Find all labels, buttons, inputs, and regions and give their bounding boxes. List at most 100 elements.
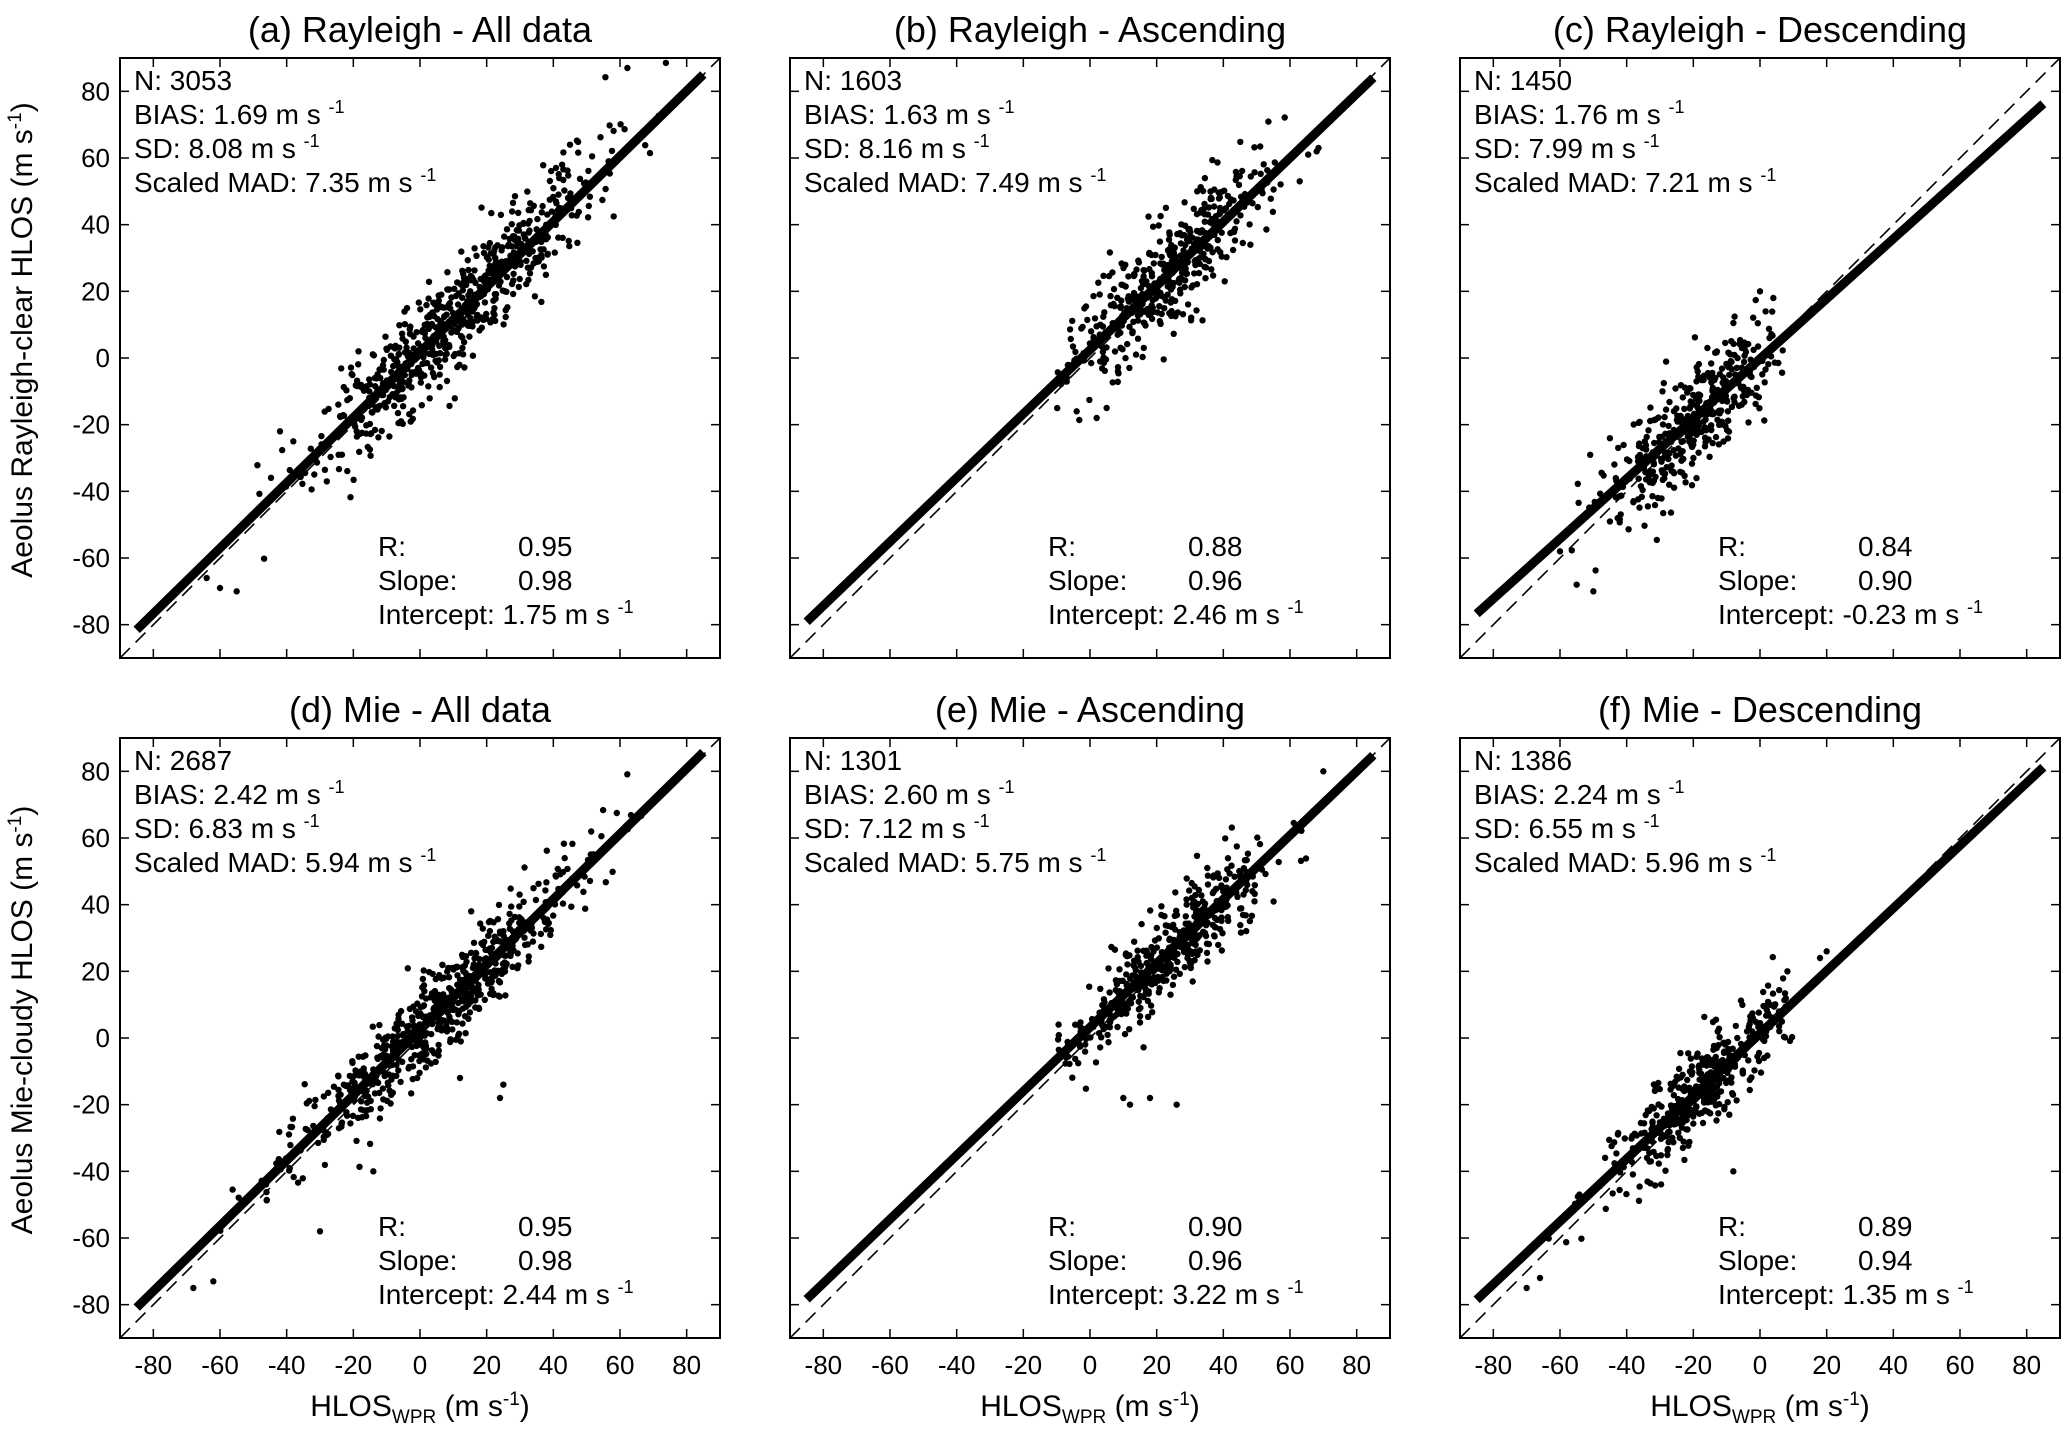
stat-sd: SD: 7.12 m s -1 (804, 811, 990, 844)
scatter-point (1623, 1190, 1630, 1198)
scatter-point (1119, 1007, 1127, 1014)
scatter-point (338, 451, 346, 458)
scatter-point (602, 74, 609, 81)
scatter-point (1670, 484, 1678, 491)
scatter-point (1695, 449, 1702, 456)
scatter-point (1090, 292, 1097, 300)
scatter-point (1223, 254, 1230, 261)
x-tick-label: 0 (1753, 1350, 1767, 1380)
scatter-point (435, 1047, 442, 1054)
scatter-point (1776, 986, 1783, 994)
scatter-point (538, 254, 545, 261)
scatter-point (1120, 1094, 1127, 1102)
scatter-point (316, 1228, 324, 1235)
x-tick-label: 40 (1209, 1350, 1238, 1380)
x-tick-label: 0 (413, 1350, 427, 1380)
scatter-point (1233, 218, 1240, 225)
scatter-point (1215, 941, 1222, 949)
scatter-point (294, 1179, 302, 1186)
scatter-point (1536, 1274, 1544, 1282)
scatter-point (1702, 426, 1709, 433)
scatter-point (1728, 338, 1735, 345)
scatter-point (1114, 331, 1121, 338)
scatter-point (1165, 967, 1173, 975)
scatter-point (498, 247, 505, 254)
stat-n: N: 1386 (1474, 745, 1572, 776)
scatter-point (548, 208, 556, 215)
scatter-point (539, 202, 546, 210)
scatter-point (360, 387, 368, 394)
scatter-point (1696, 392, 1704, 399)
scatter-point (1816, 954, 1824, 962)
scatter-point (1152, 251, 1159, 259)
scatter-point (1664, 1151, 1671, 1159)
scatter-point (476, 327, 483, 334)
scatter-point (1126, 1101, 1134, 1108)
scatter-point (1630, 421, 1637, 428)
scatter-point (1644, 1178, 1651, 1185)
scatter-point (1663, 464, 1670, 471)
scatter-point (1243, 927, 1250, 935)
scatter-point (610, 127, 617, 135)
x-axis-label: HLOSWPR (m s-1) (1650, 1389, 1870, 1428)
scatter-point (1762, 308, 1769, 315)
scatter-point (515, 209, 522, 216)
scatter-point (417, 306, 424, 313)
x-tick-label: 40 (539, 1350, 568, 1380)
scatter-point (1725, 349, 1732, 356)
scatter-point (1257, 143, 1264, 150)
scatter-point (613, 809, 620, 817)
scatter-point (483, 310, 490, 318)
scatter-point (1189, 900, 1197, 907)
scatter-point (1095, 1030, 1103, 1037)
scatter-point (1679, 1085, 1686, 1093)
scatter-point (1716, 1088, 1723, 1096)
scatter-point (1168, 296, 1176, 303)
scatter-point (532, 896, 540, 904)
scatter-point (443, 345, 450, 352)
scatter-point (371, 1090, 379, 1097)
scatter-point (1134, 335, 1142, 342)
scatter-point (1701, 443, 1709, 450)
scatter-point (1705, 436, 1712, 443)
scatter-point (1657, 1135, 1665, 1143)
scatter-point (1754, 343, 1762, 350)
stat-intercept: Intercept: -0.23 m s -1 (1718, 597, 1983, 630)
scatter-point (1209, 156, 1216, 164)
scatter-point (1696, 397, 1703, 405)
scatter-point (495, 901, 503, 909)
scatter-point (486, 262, 493, 269)
scatter-point (521, 941, 529, 949)
scatter-point (408, 384, 415, 391)
scatter-point (1106, 989, 1113, 996)
scatter-point (302, 1125, 309, 1133)
scatter-point (1100, 272, 1107, 279)
scatter-point (446, 1013, 453, 1020)
scatter-point (1168, 923, 1175, 931)
scatter-point (1184, 946, 1192, 953)
scatter-point (380, 356, 387, 364)
scatter-point (327, 453, 334, 461)
stat-intercept: Intercept: 1.75 m s -1 (378, 597, 634, 630)
scatter-point (1172, 889, 1179, 896)
scatter-point (1176, 279, 1183, 286)
scatter-point (1122, 950, 1130, 957)
scatter-point (1756, 288, 1764, 295)
scatter-point (456, 1074, 464, 1082)
scatter-point (421, 321, 428, 329)
stat-r-value: 0.84 (1858, 531, 1913, 562)
y-tick-label: 80 (81, 76, 110, 106)
scatter-point (1684, 1076, 1691, 1084)
scatter-point (1724, 1099, 1731, 1106)
scatter-point (354, 1114, 362, 1122)
scatter-point (1645, 473, 1652, 480)
scatter-point (1097, 1044, 1104, 1051)
scatter-point (521, 234, 529, 242)
scatter-point (1147, 1002, 1155, 1009)
scatter-point (1133, 266, 1140, 273)
scatter-point (1601, 1154, 1609, 1162)
y-tick-label: -60 (72, 1223, 110, 1253)
scatter-point (401, 321, 409, 328)
scatter-point (1222, 903, 1230, 910)
